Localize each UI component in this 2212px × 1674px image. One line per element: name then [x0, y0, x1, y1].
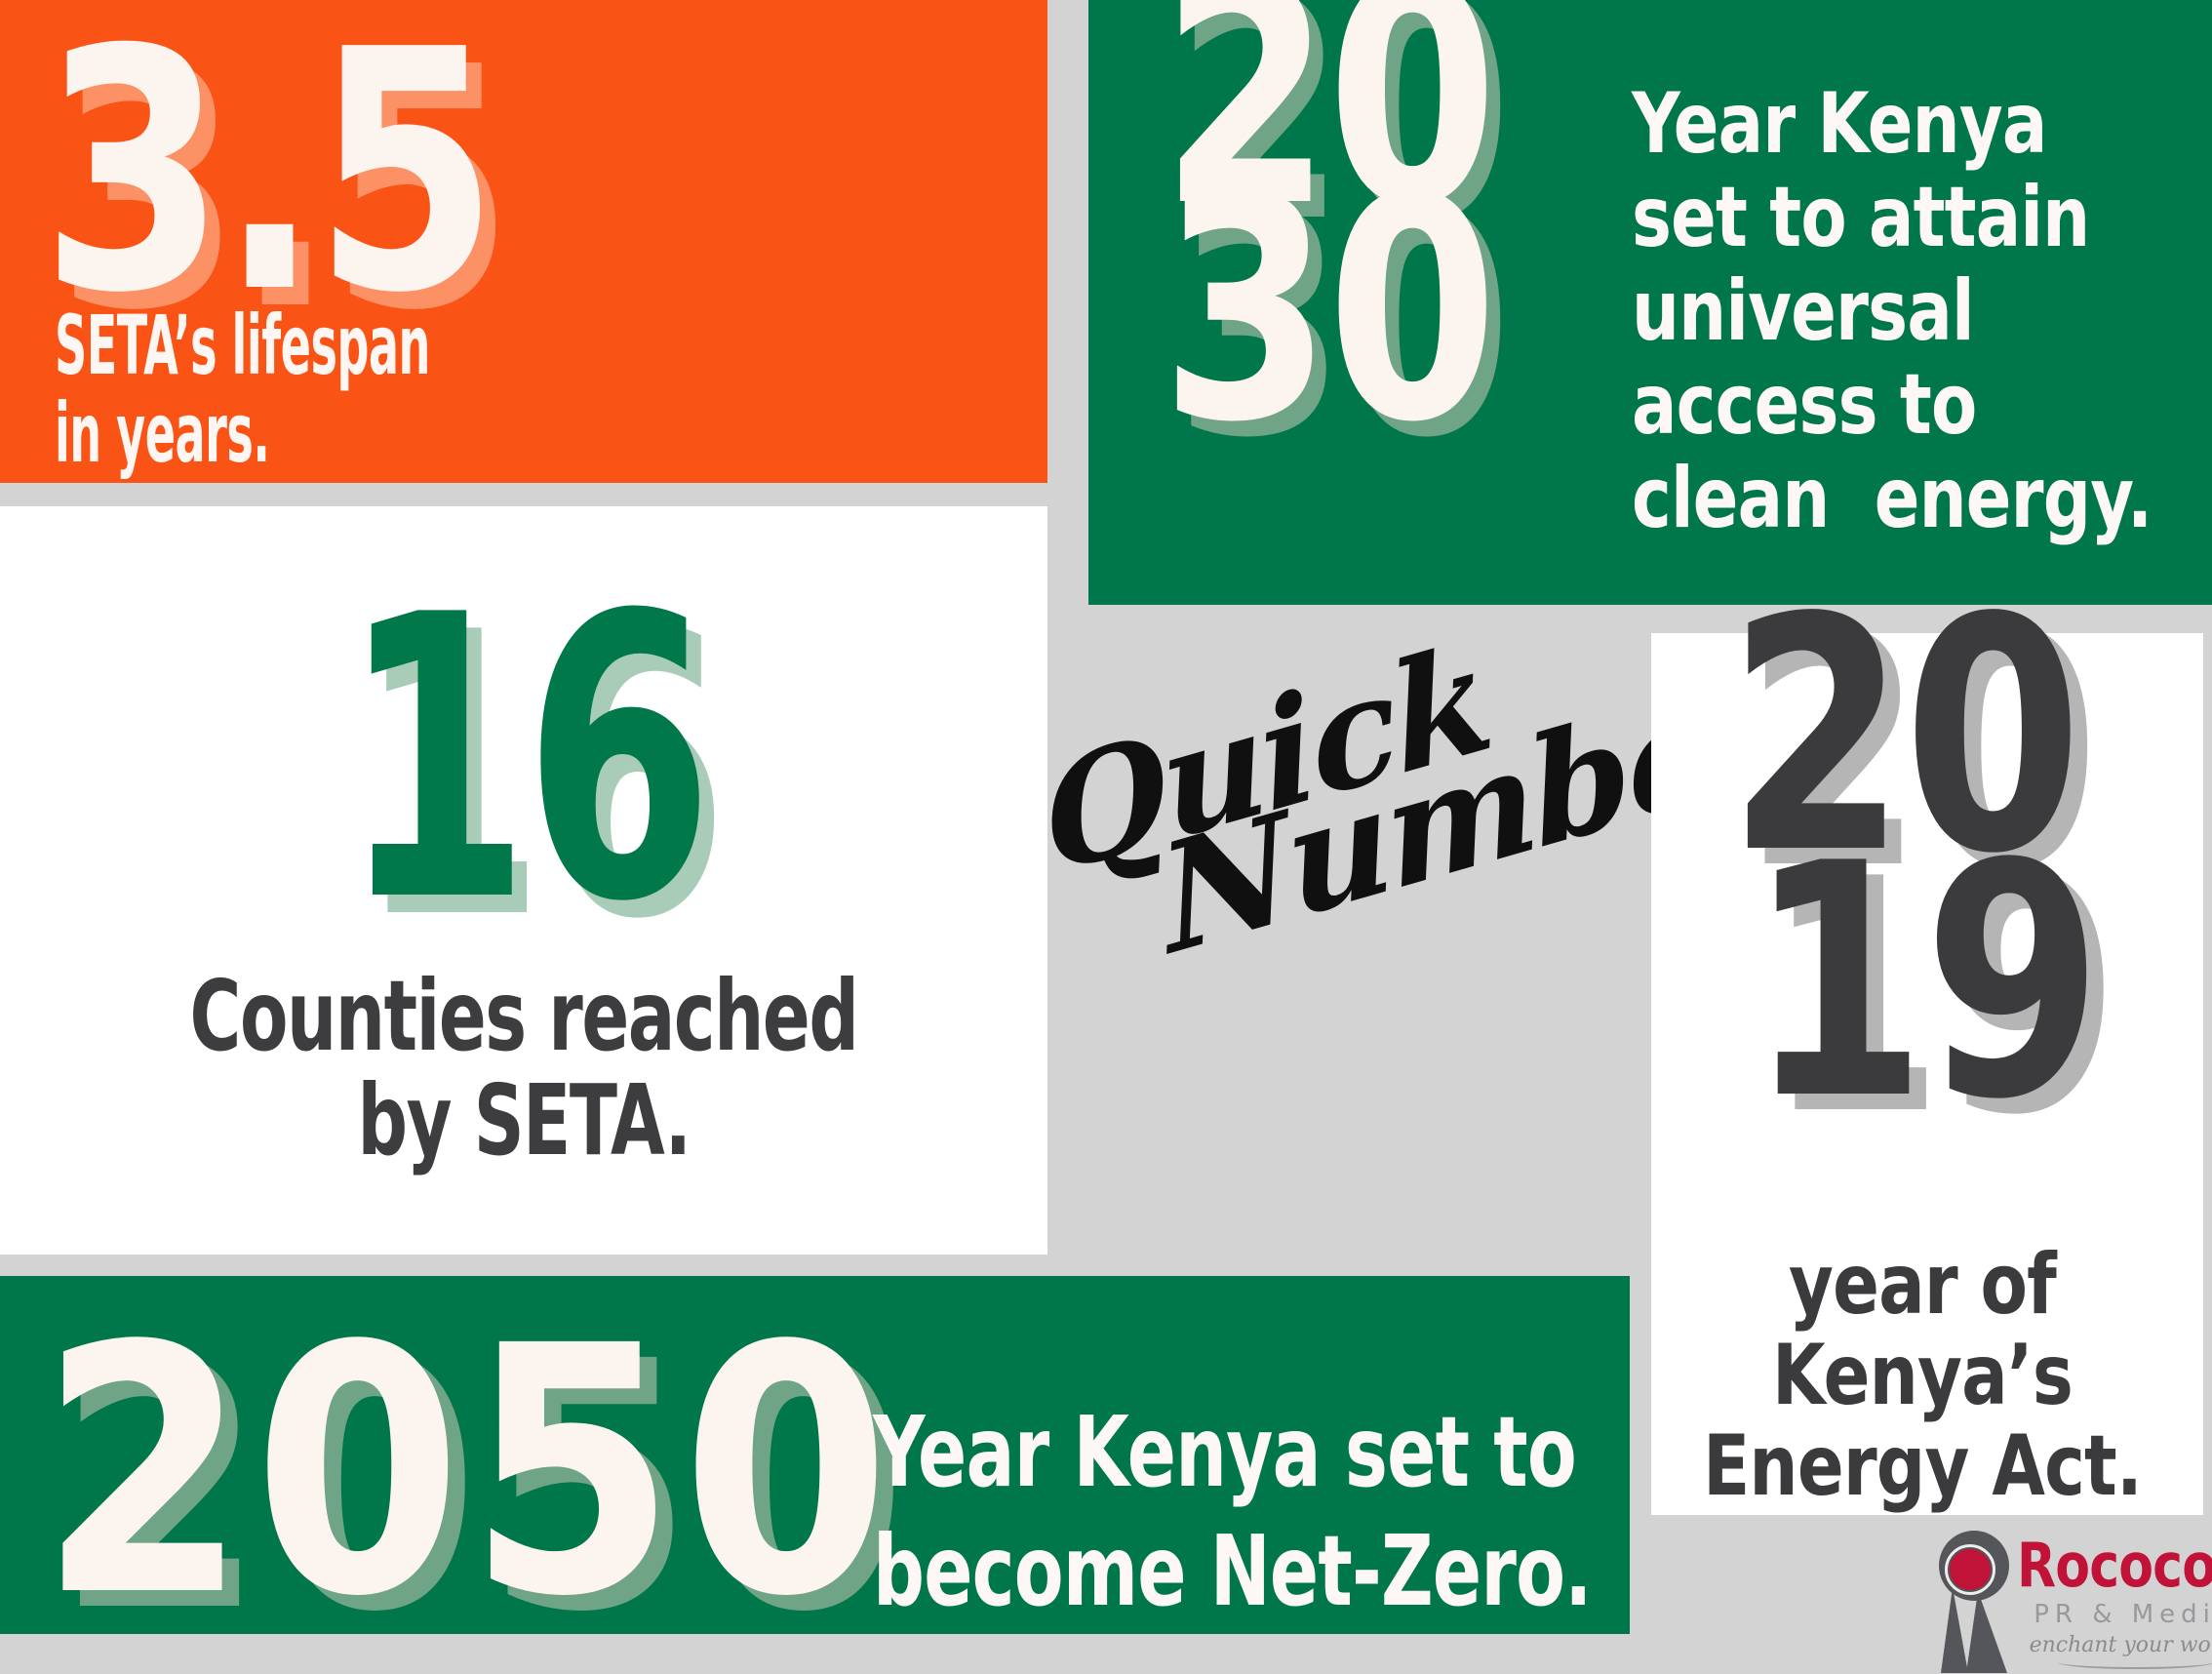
- stat-counties-label: Counties reached by SETA.: [146, 964, 900, 1173]
- stat-2019-value-line: 20: [1727, 549, 2082, 924]
- stat-block-universal-access: 20 30 Year Kenya set to attain universal…: [1088, 0, 2212, 605]
- stat-2050-value: 2050: [39, 1273, 896, 1671]
- stat-2030-label-line: access to: [1632, 355, 1977, 454]
- stat-2030-value-line: 30: [1161, 132, 1498, 490]
- stat-lifespan-label: SETA’s lifespan in years.: [55, 298, 430, 481]
- stat-2019-label: year of Kenya’s Energy Act.: [1700, 1240, 2145, 1512]
- rococo-tagline: PR & Media: [2034, 1599, 2212, 1629]
- stat-counties-label-line: Counties reached: [189, 959, 859, 1073]
- stat-2050-label-line: become Net-Zero.: [873, 1514, 1592, 1628]
- stat-2030-label-line: set to attain: [1632, 168, 2090, 266]
- stat-2019-label-line: year of: [1788, 1236, 2057, 1334]
- stat-block-lifespan: 3.5 SETA’s lifespan in years.: [0, 0, 1047, 483]
- stat-2019-label-line: Energy Act.: [1703, 1416, 2143, 1515]
- stat-2030-label-line: clean energy.: [1632, 449, 2153, 547]
- stat-2030-label: Year Kenya set to attain universal acces…: [1632, 75, 2153, 547]
- stat-lifespan-label-line: SETA’s lifespan: [55, 298, 430, 393]
- stat-2030-value: 20 30: [1161, 0, 1498, 490]
- rococo-logo-text: Rococo PR & Media enchant your world: [2017, 1529, 2212, 1669]
- rococo-brand-name: Rococo: [2017, 1529, 2212, 1601]
- stat-lifespan-value: 3.5: [41, 0, 498, 366]
- stat-block-energy-act: 20 19 year of Kenya’s Energy Act.: [1651, 576, 2203, 1515]
- stat-block-counties: 16 Counties reached by SETA.: [0, 506, 1047, 1255]
- stat-counties-value: 16: [340, 534, 714, 987]
- stat-2019-value-line: 19: [1747, 795, 2103, 1171]
- stat-lifespan-label-line: in years.: [55, 384, 270, 481]
- stat-2019-value: 20 19: [1727, 549, 2103, 1171]
- rococo-slogan-underline: [2057, 1658, 2212, 1669]
- stat-2019-label-line: Kenya’s: [1771, 1326, 2074, 1424]
- stat-2050-label: Year Kenya set to become Net-Zero.: [873, 1393, 1592, 1631]
- title-quick-numbers: Quick Numbers: [972, 579, 1870, 1256]
- stat-2050-label-line: Year Kenya set to: [873, 1395, 1577, 1509]
- rococo-slogan: enchant your world: [2029, 1632, 2212, 1657]
- rococo-logo: Rococo PR & Media enchant your world: [1939, 1530, 2212, 1674]
- stat-block-net-zero: 2050 Year Kenya set to become Net-Zero.: [0, 1276, 1630, 1643]
- stat-2030-label-line: universal: [1632, 261, 1975, 360]
- rococo-logo-mark-icon: [1939, 1531, 2009, 1673]
- stat-counties-label-line: by SETA.: [357, 1063, 691, 1177]
- stat-2030-label-line: Year Kenya: [1632, 75, 2047, 173]
